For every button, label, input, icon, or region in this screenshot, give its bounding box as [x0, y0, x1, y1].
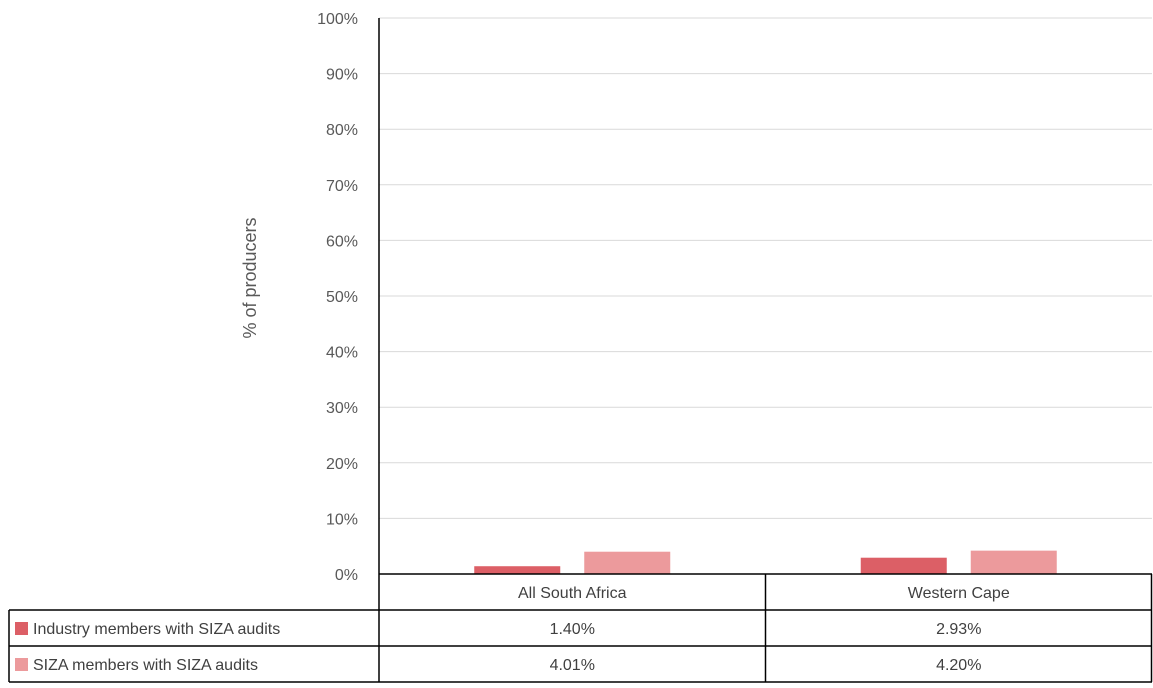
data-label: 1.40%: [550, 621, 595, 638]
gridlines: [378, 17, 1152, 574]
legend-label: Industry members with SIZA audits: [33, 621, 280, 638]
y-tick-label: 50%: [326, 289, 358, 306]
y-tick-label: 80%: [326, 122, 358, 139]
y-tick-label: 30%: [326, 400, 358, 417]
y-tick-labels: 0% 10% 20% 30% 40% 50% 60% 70% 80% 90% 100%: [317, 11, 358, 584]
y-tick-label: 70%: [326, 178, 358, 195]
y-axis-title: % of producers: [240, 217, 260, 338]
y-tick-label: 40%: [326, 345, 358, 362]
data-label: 2.93%: [936, 621, 981, 638]
legend-swatch: [15, 622, 28, 635]
bar: [860, 557, 947, 574]
bar: [474, 566, 561, 574]
data-label: 4.01%: [550, 657, 595, 674]
y-tick-label: 10%: [326, 511, 358, 528]
bars: [474, 550, 1057, 574]
y-tick-label: 100%: [317, 11, 358, 28]
x-category-label: All South Africa: [518, 585, 627, 602]
y-tick-label: 90%: [326, 67, 358, 84]
legend-label: SIZA members with SIZA audits: [33, 657, 258, 674]
y-tick-label: 60%: [326, 233, 358, 250]
bar: [584, 551, 671, 574]
y-tick-label: 20%: [326, 456, 358, 473]
y-tick-label: 0%: [335, 567, 358, 584]
data-table: All South Africa Western Cape Industry mem…: [8, 573, 1153, 683]
data-label: 4.20%: [936, 657, 981, 674]
legend-swatch: [15, 658, 28, 671]
bar: [970, 550, 1057, 574]
x-category-label: Western Cape: [908, 585, 1010, 602]
